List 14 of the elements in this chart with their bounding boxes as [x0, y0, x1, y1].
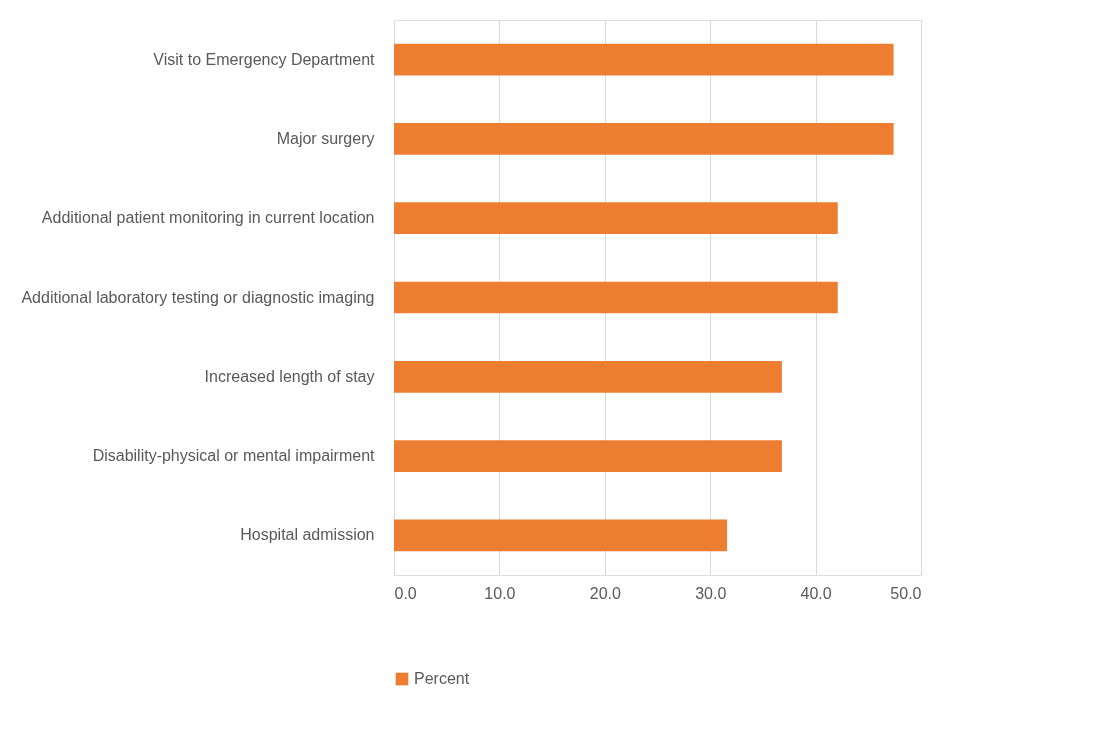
y-tick-label: Major surgery	[276, 129, 375, 147]
y-tick-label: Additional laboratory testing or diagnostic imaging	[21, 288, 375, 306]
x-tick-label: 20.0	[589, 584, 621, 602]
y-tick-label: Increased length of stay	[204, 367, 375, 385]
y-tick-label: Visit to Emergency Department	[153, 50, 376, 68]
x-tick-label: 40.0	[800, 584, 832, 602]
legend-label: Percent	[414, 670, 470, 687]
y-tick-label: Additional patient monitoring in current location	[41, 209, 375, 227]
x-tick-label: 0.0	[394, 584, 417, 602]
x-tick-label: 10.0	[484, 584, 516, 602]
y-tick-label: Disability-physical or mental impairment	[92, 447, 376, 465]
y-tick-label: Hospital admission	[240, 526, 375, 544]
x-tick-label: 30.0	[695, 584, 727, 602]
x-tick-label: 50.0	[890, 584, 922, 602]
